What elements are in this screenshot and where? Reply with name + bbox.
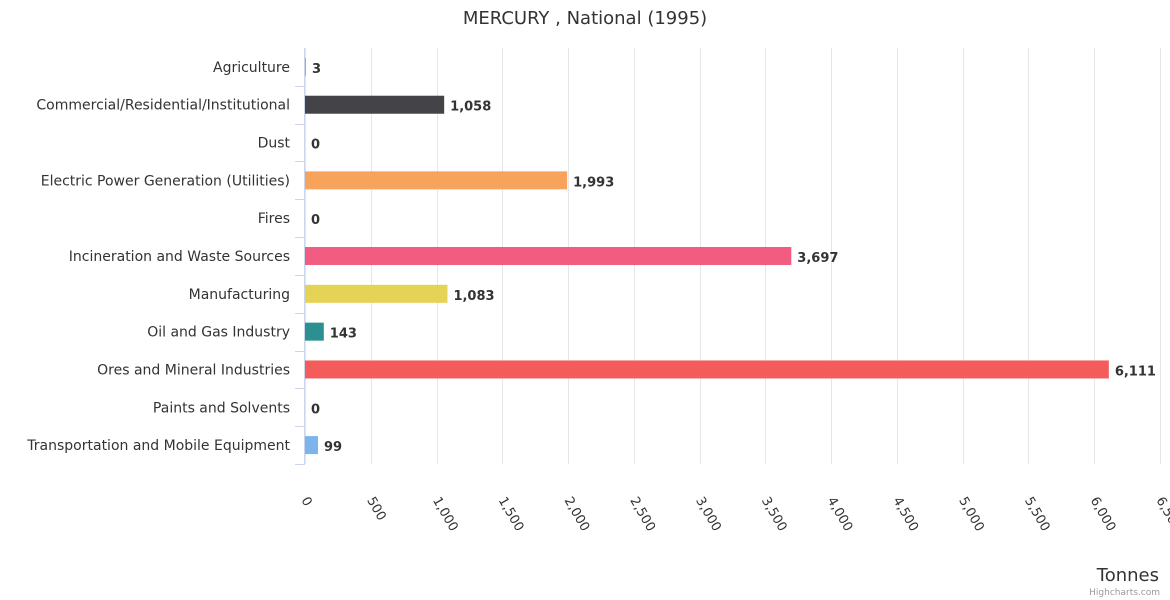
data-label: 1,083 [453,289,494,304]
bar[interactable] [305,171,568,190]
x-tick-label: 4,500 [889,495,921,535]
data-label: 0 [311,213,320,228]
x-tick-label: 2,500 [626,495,658,535]
bar[interactable] [305,95,445,114]
data-label: 6,111 [1115,364,1156,379]
data-label: 1,058 [450,100,491,115]
category-label: Dust [258,136,291,152]
x-tick-label: 3,500 [758,495,790,535]
category-label: Fires [258,211,290,227]
bar[interactable] [305,360,1109,379]
data-label: 143 [330,327,357,342]
chart-title: MERCURY , National (1995) [463,8,707,29]
category-labels: Agriculture Commercial/Residential/Instit… [26,60,290,454]
data-label: 1,993 [573,175,614,190]
x-tick-label: 6,500 [1153,495,1170,535]
x-tick-label: 1,500 [495,495,527,535]
category-label: Ores and Mineral Industries [97,362,290,378]
x-axis-ticks: 0 500 1,000 1,500 2,000 2,500 3,000 3,500 4,000 4… [298,495,1170,535]
category-label: Oil and Gas Industry [147,325,290,341]
data-labels: 3 1,058 0 1,993 0 3,697 1,083 143 6,111 0 99 [311,62,1156,455]
category-label: Transportation and Mobile Equipment [26,438,290,454]
x-tick-label: 6,000 [1087,495,1119,535]
bars [305,57,1109,455]
x-tick-label: 5,000 [955,495,987,535]
credits-link[interactable]: Highcharts.com [1089,588,1160,598]
data-label: 3,697 [797,251,838,266]
x-tick-label: 0 [298,495,315,510]
data-label: 0 [311,138,320,153]
x-tick-label: 2,000 [561,495,593,535]
bar[interactable] [305,436,319,455]
x-tick-label: 500 [363,495,388,524]
bar[interactable] [305,284,448,303]
data-label: 3 [312,62,321,77]
category-label: Manufacturing [189,287,290,303]
x-tick-label: 4,000 [824,495,856,535]
x-tick-label: 5,500 [1021,495,1053,535]
bar[interactable] [305,322,324,341]
category-label: Incineration and Waste Sources [69,249,290,265]
data-label: 99 [324,440,342,455]
bar[interactable] [305,57,306,76]
category-label: Electric Power Generation (Utilities) [41,173,290,189]
x-tick-label: 3,000 [692,495,724,535]
x-tick-label: 1,000 [429,495,461,535]
category-label: Commercial/Residential/Institutional [36,98,290,114]
data-label: 0 [311,402,320,417]
bar[interactable] [305,247,792,265]
category-label: Agriculture [213,60,290,76]
category-label: Paints and Solvents [153,400,290,416]
value-axis-title: Tonnes [1096,565,1159,586]
